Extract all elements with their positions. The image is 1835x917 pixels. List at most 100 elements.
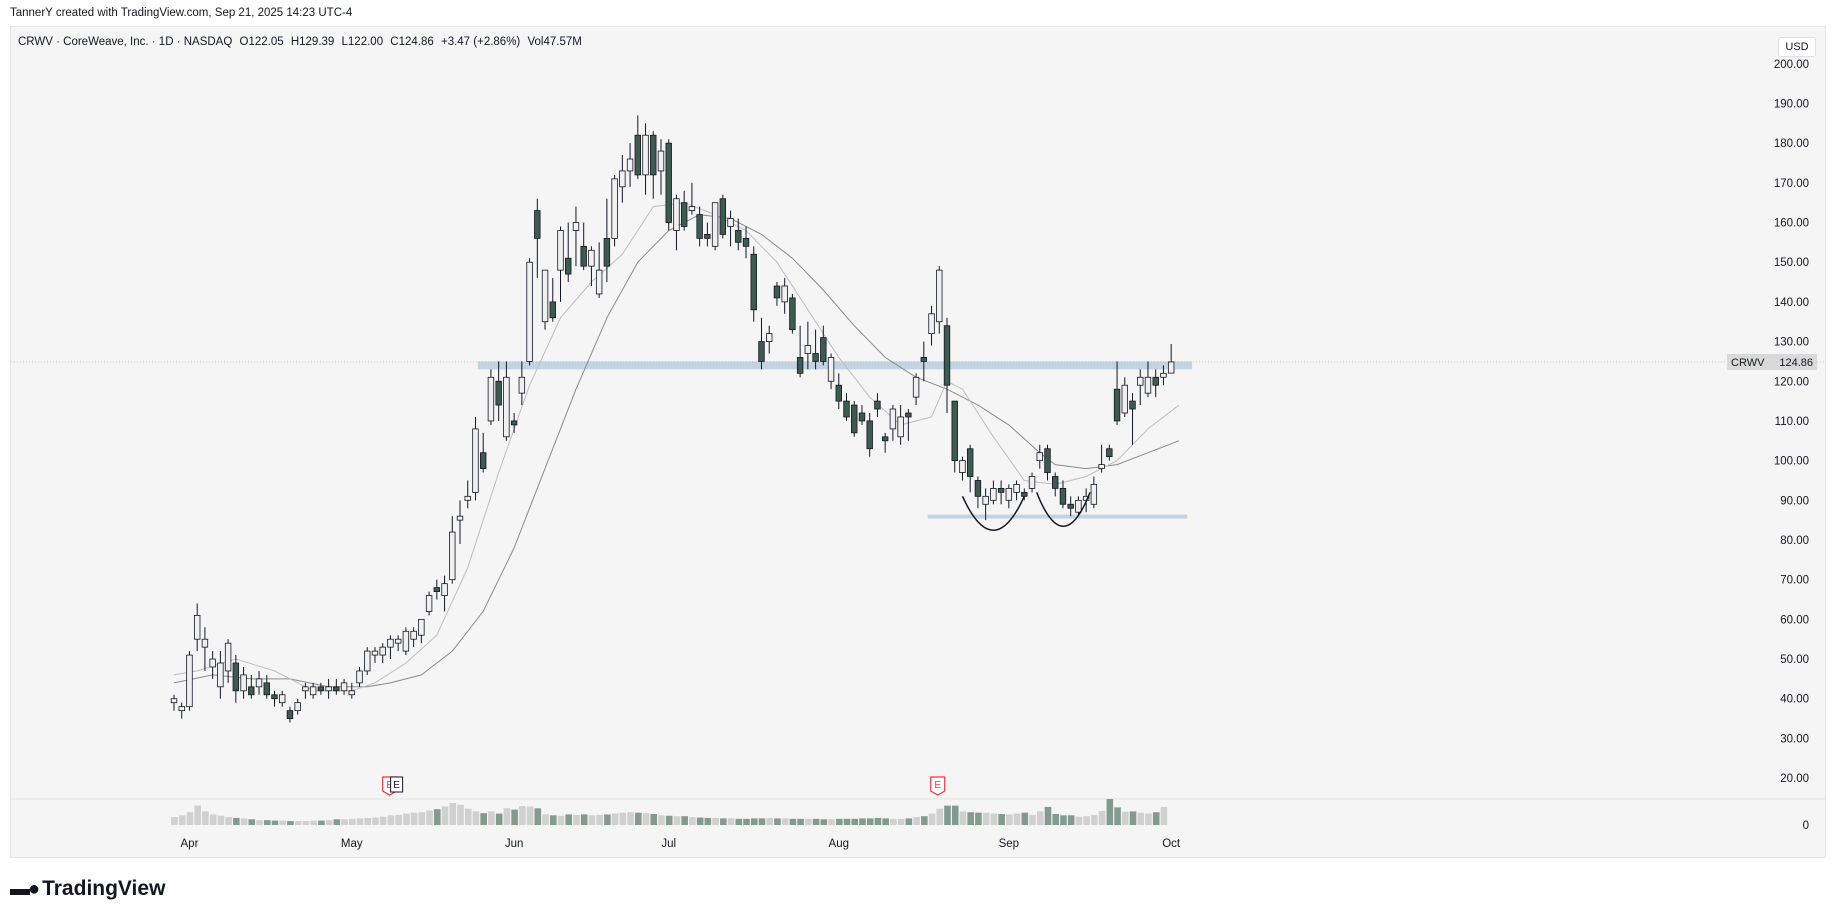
candle bbox=[348, 682, 355, 699]
volume-zero-label: 0 bbox=[1803, 820, 1809, 832]
volume-bar bbox=[1160, 806, 1168, 825]
candle-body bbox=[178, 706, 185, 712]
candle bbox=[936, 266, 943, 334]
candle-body bbox=[897, 416, 904, 438]
candle bbox=[479, 432, 487, 473]
candle-body bbox=[874, 400, 881, 410]
candle bbox=[704, 222, 711, 247]
candle-body bbox=[959, 460, 966, 473]
candle bbox=[727, 210, 734, 247]
x-tick-label: Oct bbox=[1162, 838, 1181, 850]
horizontal-zone bbox=[477, 361, 1193, 370]
volume-bar bbox=[642, 813, 650, 825]
volume-bar bbox=[619, 812, 627, 825]
candle-body bbox=[688, 206, 696, 212]
candle bbox=[1121, 377, 1128, 417]
volume-bar bbox=[913, 817, 920, 825]
candle-body bbox=[240, 674, 247, 692]
x-tick-label: Sep bbox=[999, 838, 1019, 850]
volume-bar bbox=[859, 818, 866, 825]
candle-body bbox=[557, 230, 564, 271]
candle-body bbox=[1044, 448, 1051, 473]
candle bbox=[1098, 444, 1105, 473]
candle bbox=[565, 222, 572, 283]
volume-bar bbox=[665, 815, 673, 825]
candle-body bbox=[588, 249, 595, 267]
candle bbox=[178, 702, 185, 719]
candle bbox=[897, 405, 904, 445]
candle bbox=[920, 341, 928, 382]
candle bbox=[371, 647, 379, 664]
volume-bar bbox=[959, 811, 967, 825]
volume-bar bbox=[835, 818, 843, 825]
candle bbox=[874, 393, 881, 417]
candle bbox=[541, 269, 549, 330]
volume-bar bbox=[874, 817, 882, 825]
tradingview-logo[interactable]: ▬● TradingView bbox=[10, 877, 165, 901]
y-tick-label: 180.00 bbox=[1774, 138, 1809, 150]
candle-body bbox=[603, 237, 611, 267]
volume-bar bbox=[294, 821, 302, 825]
candle-body bbox=[356, 670, 363, 684]
candle bbox=[974, 476, 982, 509]
candle bbox=[773, 282, 781, 306]
moving-average-layer bbox=[173, 202, 1180, 692]
candle bbox=[279, 690, 286, 707]
volume-bar bbox=[333, 819, 341, 825]
chart-panel[interactable] bbox=[10, 26, 1826, 858]
volume-bar bbox=[1129, 811, 1137, 825]
candle-body bbox=[990, 487, 997, 501]
candle-body bbox=[982, 495, 989, 505]
candle-body bbox=[1137, 376, 1144, 386]
y-tick-label: 20.00 bbox=[1780, 773, 1809, 785]
candle-body bbox=[364, 650, 371, 672]
candle-layer bbox=[170, 115, 1175, 723]
candle bbox=[827, 353, 835, 390]
volume-bar bbox=[797, 818, 804, 825]
candle-body bbox=[418, 618, 425, 636]
candle bbox=[928, 305, 935, 346]
rounded-bottom-arc bbox=[961, 496, 1025, 531]
candle-body bbox=[997, 487, 1005, 493]
candle bbox=[1005, 484, 1013, 509]
candle bbox=[796, 325, 804, 378]
y-tick-label: 70.00 bbox=[1780, 575, 1809, 587]
candle-body bbox=[464, 495, 471, 501]
volume-bar bbox=[805, 818, 812, 825]
volume-bar bbox=[1067, 815, 1075, 825]
price-tag-bg bbox=[1727, 353, 1817, 370]
candle-body bbox=[1021, 491, 1028, 497]
volume-bar bbox=[1036, 811, 1044, 825]
candle-body bbox=[766, 333, 773, 342]
close-value: C124.86 bbox=[390, 36, 434, 48]
volume-bar bbox=[627, 812, 634, 825]
candle bbox=[364, 647, 371, 675]
volume-bar bbox=[511, 809, 518, 825]
symbol-name[interactable]: CRWV · CoreWeave, Inc. · 1D · NASDAQ bbox=[18, 36, 233, 48]
candle bbox=[650, 131, 657, 199]
volume-bar bbox=[781, 818, 789, 825]
candle-body bbox=[294, 702, 301, 712]
candle bbox=[271, 690, 278, 707]
candle-body bbox=[758, 341, 765, 362]
candle bbox=[1059, 480, 1067, 509]
candle-body bbox=[348, 690, 355, 696]
volume-bar bbox=[720, 818, 727, 825]
candle-body bbox=[317, 686, 325, 692]
candle bbox=[835, 373, 842, 410]
candle bbox=[1167, 343, 1175, 374]
y-tick-label: 130.00 bbox=[1774, 337, 1809, 349]
volume-bar bbox=[325, 820, 333, 825]
candle bbox=[449, 516, 456, 584]
volume-bar bbox=[178, 815, 186, 825]
candle bbox=[1075, 496, 1082, 517]
volume-bar bbox=[557, 815, 565, 825]
volume-bar bbox=[890, 818, 897, 825]
candle bbox=[286, 706, 294, 723]
volume-bar bbox=[611, 813, 619, 825]
candle bbox=[456, 500, 464, 544]
volume-bar bbox=[704, 817, 712, 825]
currency-button[interactable]: USD bbox=[1778, 37, 1816, 57]
high-value: H129.39 bbox=[290, 36, 335, 48]
